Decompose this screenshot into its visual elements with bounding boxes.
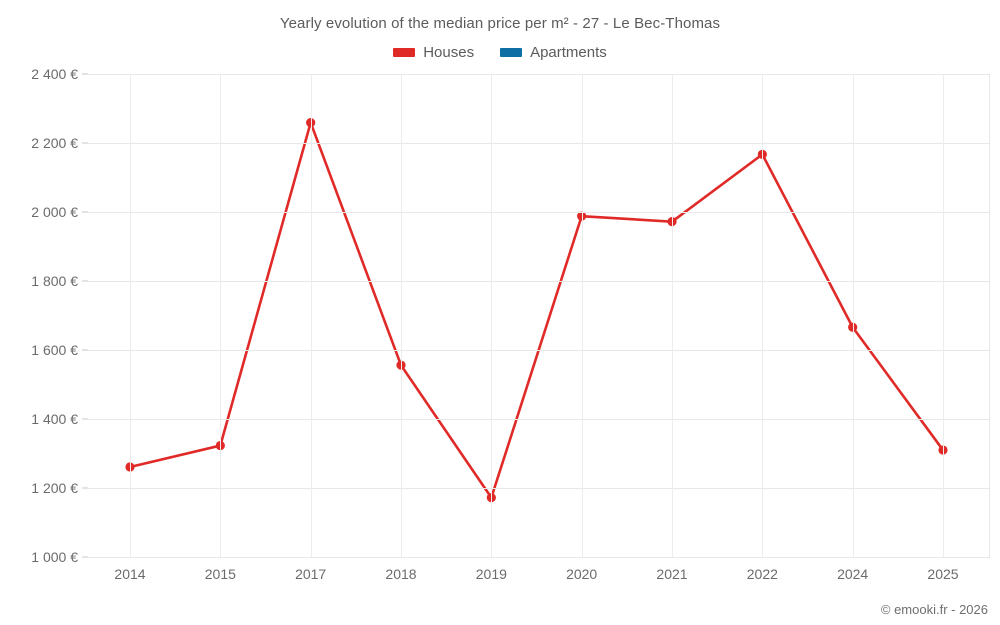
x-axis-tick-label: 2020 (566, 566, 598, 582)
legend-swatch-houses (393, 48, 416, 57)
legend-item-apartments[interactable]: Apartments (500, 45, 607, 60)
y-axis-tick-label: 2 000 € (31, 204, 78, 220)
y-axis-tick-label: 2 400 € (31, 66, 78, 82)
x-axis-tick-label: 2014 (114, 566, 146, 582)
gridline-vertical (852, 74, 854, 557)
plot-right-border (989, 74, 990, 557)
gridline-vertical (943, 74, 944, 557)
series-layer (125, 118, 948, 503)
x-axis-tick-label: 2024 (837, 566, 869, 582)
gridline-vertical (401, 74, 402, 557)
y-axis-tick-label: 1 600 € (31, 342, 78, 358)
y-axis-tick-label: 1 400 € (31, 411, 78, 427)
gridline-horizontal (88, 281, 990, 282)
plot-area (88, 74, 990, 558)
gridline-horizontal (88, 488, 990, 489)
gridline-horizontal (88, 557, 990, 558)
gridline-horizontal (88, 143, 990, 144)
x-axis-tick-label: 2018 (385, 566, 417, 582)
gridline-horizontal (88, 74, 990, 75)
legend-label-houses: Houses (423, 44, 475, 61)
gridline-vertical (762, 74, 764, 557)
x-axis-tick-labels: 2014 2015 2017 2018 2019 2020 2021 2022 2024 2025 (88, 566, 990, 588)
x-axis-tick-label: 2019 (475, 566, 507, 582)
legend-label-apartments: Apartments (530, 44, 607, 61)
y-axis-tick-label: 1 000 € (31, 549, 78, 565)
x-axis-tick-label: 2022 (746, 566, 778, 582)
x-axis-tick-label: 2025 (927, 566, 959, 582)
gridline-vertical (672, 74, 673, 557)
gridline-horizontal (88, 212, 990, 213)
x-axis-tick-label: 2021 (656, 566, 688, 582)
gridline-vertical (130, 74, 131, 557)
chart-legend: Houses Apartments (0, 45, 1000, 60)
series-line-houses (128, 121, 945, 499)
legend-item-houses[interactable]: Houses (393, 45, 474, 60)
x-axis-tick-label: 2017 (295, 566, 327, 582)
footer-credit: © emooki.fr - 2026 (880, 602, 988, 617)
x-axis-tick-label: 2015 (204, 566, 236, 582)
y-axis-tick-label: 1 200 € (31, 480, 78, 496)
gridline-vertical (581, 74, 583, 557)
gridline-vertical (491, 74, 493, 557)
gridline-horizontal (88, 419, 990, 420)
gridline-vertical (310, 74, 312, 557)
gridline-horizontal (88, 350, 990, 351)
y-axis-tick-label: 1 800 € (31, 273, 78, 289)
y-axis-tick-label: 2 200 € (31, 135, 78, 151)
legend-swatch-apartments (500, 48, 523, 57)
gridline-vertical (220, 74, 222, 557)
chart-title: Yearly evolution of the median price per… (279, 15, 721, 32)
